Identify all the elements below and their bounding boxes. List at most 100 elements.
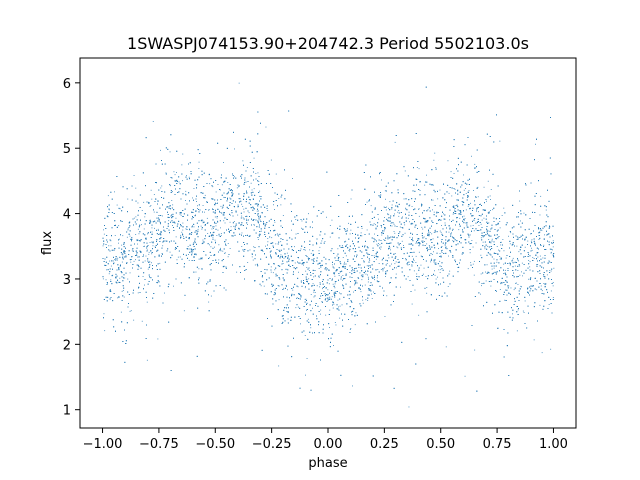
data-point bbox=[263, 285, 265, 287]
data-point bbox=[397, 265, 399, 267]
data-point bbox=[219, 249, 220, 251]
data-point bbox=[382, 270, 384, 272]
data-point bbox=[183, 216, 184, 217]
data-point bbox=[160, 187, 162, 189]
data-point bbox=[360, 232, 362, 234]
data-point bbox=[300, 248, 302, 250]
data-point bbox=[450, 251, 452, 253]
data-point bbox=[181, 231, 183, 233]
data-point bbox=[552, 246, 554, 248]
data-point bbox=[243, 211, 245, 213]
data-point bbox=[522, 275, 523, 277]
data-point bbox=[415, 255, 417, 257]
data-point bbox=[252, 259, 254, 261]
data-point bbox=[236, 187, 238, 189]
data-point bbox=[462, 252, 464, 253]
data-point bbox=[499, 258, 501, 260]
data-point bbox=[346, 244, 348, 245]
data-point bbox=[473, 260, 475, 262]
data-point bbox=[385, 209, 387, 211]
data-point bbox=[221, 184, 223, 186]
data-point bbox=[178, 181, 180, 183]
data-point bbox=[411, 303, 413, 305]
data-point bbox=[374, 233, 375, 235]
data-point bbox=[432, 199, 434, 201]
data-point bbox=[210, 246, 212, 248]
data-point bbox=[217, 184, 219, 185]
data-point bbox=[437, 198, 439, 200]
data-point bbox=[360, 275, 362, 277]
data-point bbox=[297, 257, 299, 258]
data-point bbox=[193, 226, 195, 228]
data-point bbox=[349, 272, 351, 273]
data-point bbox=[440, 255, 442, 257]
data-point bbox=[282, 215, 284, 216]
data-point bbox=[241, 246, 243, 247]
data-point bbox=[287, 257, 289, 258]
data-point bbox=[280, 204, 282, 206]
data-point bbox=[420, 255, 422, 257]
data-point bbox=[318, 268, 320, 269]
data-point bbox=[206, 223, 208, 224]
data-point bbox=[413, 270, 415, 272]
data-point bbox=[441, 239, 443, 240]
data-point bbox=[521, 271, 522, 273]
data-point bbox=[415, 262, 417, 263]
data-point bbox=[517, 236, 519, 238]
data-point bbox=[533, 339, 535, 341]
data-point bbox=[275, 243, 277, 245]
data-point bbox=[361, 274, 363, 276]
data-point bbox=[262, 250, 264, 252]
data-point bbox=[549, 261, 551, 263]
data-point bbox=[174, 221, 175, 223]
data-point bbox=[537, 256, 539, 258]
data-point bbox=[254, 264, 256, 266]
data-point bbox=[394, 253, 396, 254]
data-point bbox=[320, 309, 322, 311]
data-point bbox=[455, 205, 457, 206]
data-point bbox=[391, 225, 393, 227]
data-point bbox=[361, 279, 363, 281]
data-point bbox=[512, 262, 514, 264]
data-point bbox=[313, 296, 315, 298]
data-point bbox=[334, 322, 336, 323]
data-point bbox=[364, 284, 366, 286]
data-point bbox=[348, 222, 349, 224]
data-point bbox=[287, 318, 289, 320]
data-point bbox=[342, 279, 343, 281]
data-point bbox=[414, 224, 416, 226]
data-point bbox=[274, 263, 275, 265]
data-point bbox=[246, 219, 248, 221]
data-point bbox=[146, 249, 148, 251]
data-point bbox=[234, 176, 235, 178]
data-point bbox=[195, 271, 197, 273]
data-point bbox=[137, 243, 138, 245]
data-point bbox=[137, 292, 139, 294]
data-point bbox=[146, 359, 148, 361]
data-point bbox=[108, 209, 110, 211]
data-point bbox=[168, 220, 170, 222]
data-point bbox=[114, 259, 116, 261]
data-point bbox=[152, 121, 154, 122]
data-point bbox=[388, 257, 390, 259]
data-point bbox=[393, 231, 395, 232]
data-point bbox=[311, 285, 312, 287]
data-point bbox=[202, 239, 204, 241]
data-point bbox=[514, 265, 516, 267]
data-point bbox=[136, 240, 138, 242]
data-point bbox=[107, 195, 109, 197]
data-point bbox=[391, 263, 392, 265]
data-point bbox=[435, 278, 437, 280]
data-point bbox=[169, 205, 171, 207]
data-point bbox=[188, 234, 190, 235]
data-point bbox=[292, 178, 293, 179]
data-point bbox=[390, 222, 392, 224]
data-point bbox=[435, 167, 437, 168]
data-point bbox=[378, 281, 380, 282]
data-point bbox=[145, 255, 147, 257]
data-point bbox=[102, 245, 104, 247]
data-point bbox=[146, 301, 148, 303]
data-point bbox=[259, 190, 261, 192]
data-point bbox=[226, 218, 227, 220]
data-point bbox=[452, 240, 454, 242]
